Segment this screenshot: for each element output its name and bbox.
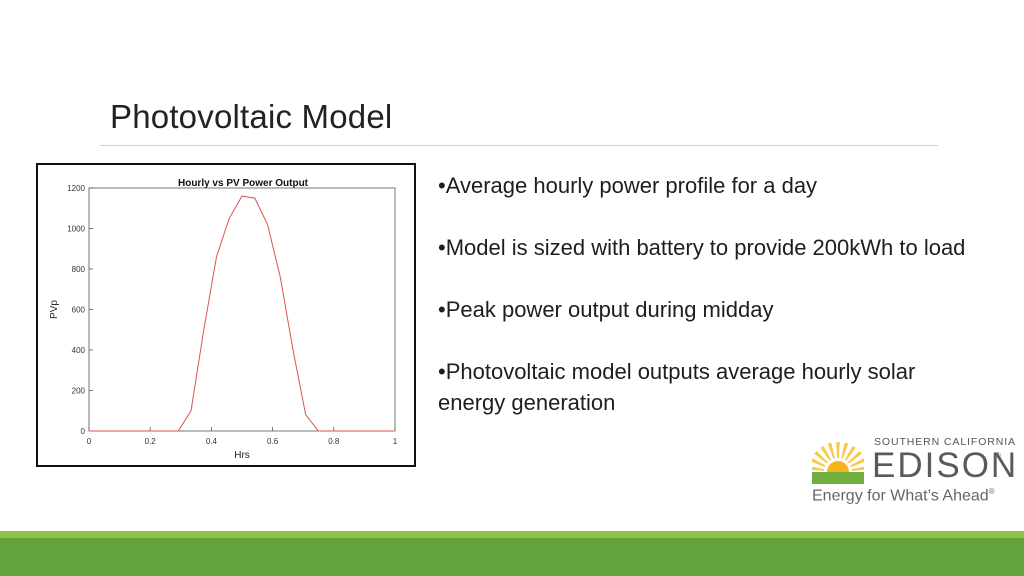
registered-mark: ® <box>995 451 1001 460</box>
chart-figure: Hourly vs PV Power Output 0 200 400 600 800 1… <box>36 163 416 467</box>
footer-band-light <box>0 531 1024 538</box>
x-tick-label: 0.4 <box>206 437 218 446</box>
series-layer <box>89 195 395 432</box>
chart-title: Hourly vs PV Power Output <box>178 178 309 189</box>
bullet-item: •Peak power output during midday <box>438 297 774 322</box>
logo-tagline-text: Energy for What’s Ahead <box>812 487 989 505</box>
x-tick-label: 0 <box>87 437 92 446</box>
y-axis-label: PVp <box>49 300 60 319</box>
logo-tagline: Energy for What’s Ahead® <box>812 487 995 505</box>
slide-title: Photovoltaic Model <box>110 98 393 135</box>
bullet-item: •Average hourly power profile for a day <box>438 173 818 198</box>
y-tick-label: 200 <box>72 387 86 396</box>
tagline-registered-mark: ® <box>988 487 995 496</box>
logo-wordmark: EDISON <box>872 446 1019 485</box>
plot-area <box>88 187 396 432</box>
sun-logo-icon <box>812 432 864 484</box>
series-line <box>89 195 395 432</box>
bullet-item: •Photovoltaic model outputs average hour… <box>438 359 916 415</box>
x-axis-label: Hrs <box>234 450 250 461</box>
logo-subtitle: SOUTHERN CALIFORNIA <box>874 436 1016 448</box>
y-tick-label: 1200 <box>67 184 85 193</box>
edison-logo: SOUTHERN CALIFORNIA EDISON ® Energy for … <box>812 430 1016 510</box>
y-tick-label: 1000 <box>67 225 85 234</box>
pv-power-chart: Hourly vs PV Power Output 0 200 400 600 800 1… <box>49 178 398 461</box>
bullet-item: •Model is sized with battery to provide … <box>438 235 966 260</box>
y-tick-label: 0 <box>81 427 86 436</box>
x-tick-label: 0.8 <box>328 437 340 446</box>
x-tick-label: 1 <box>393 437 398 446</box>
bullet-list: •Average hourly power profile for a day … <box>438 170 978 449</box>
footer-band-dark <box>0 538 1024 576</box>
x-tick-label: 0.2 <box>145 437 157 446</box>
y-tick-label: 600 <box>72 306 86 315</box>
y-tick-label: 400 <box>72 346 86 355</box>
y-axis-ticks: 0 200 400 600 800 1000 1200 <box>67 184 93 436</box>
title-divider <box>100 145 938 146</box>
x-tick-label: 0.6 <box>267 437 279 446</box>
x-axis-ticks: 0 0.2 0.4 0.6 0.8 1 <box>87 427 398 446</box>
y-tick-label: 800 <box>72 265 86 274</box>
